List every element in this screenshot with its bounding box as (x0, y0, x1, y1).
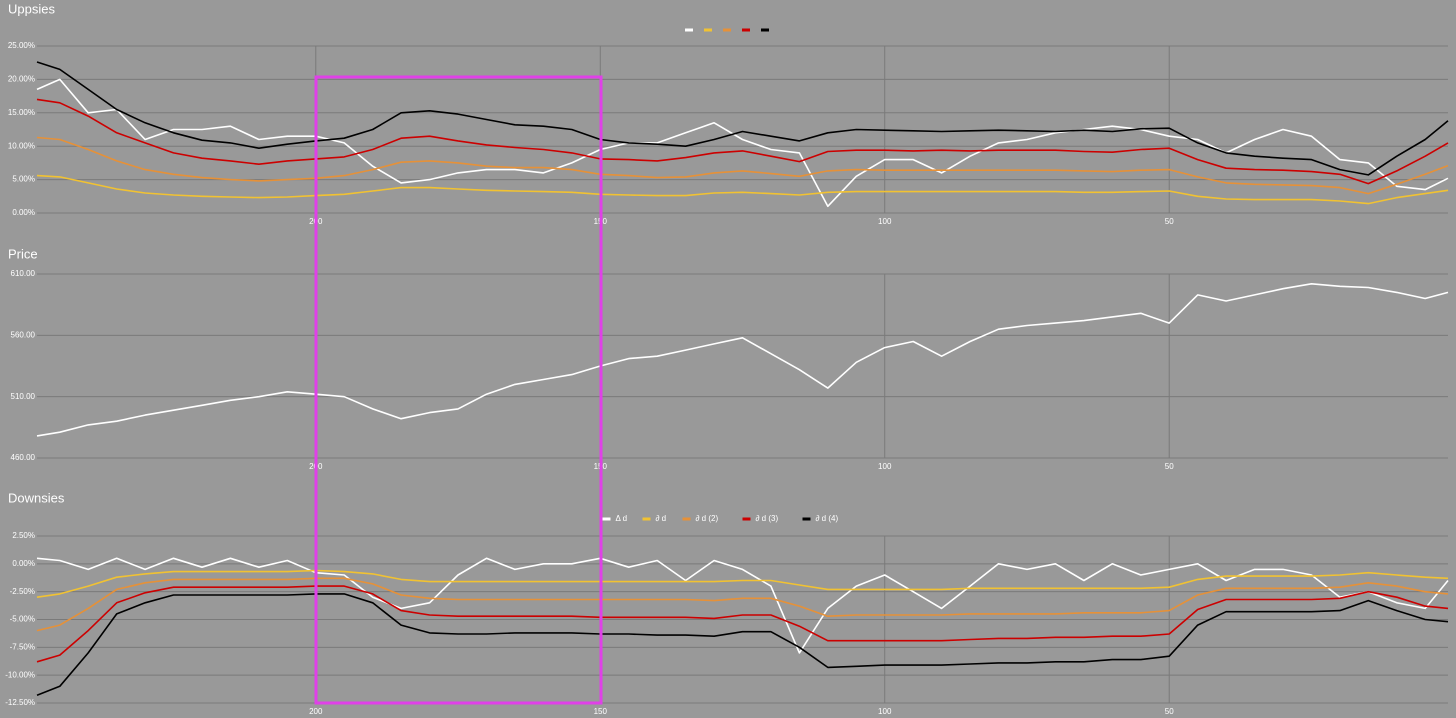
x-tick-label: 150 (594, 707, 608, 716)
y-tick-label: 510.00 (11, 392, 36, 401)
x-tick-label: 100 (878, 707, 892, 716)
legend-swatch (685, 28, 693, 32)
x-tick-label: 100 (878, 462, 892, 471)
series-line (36, 61, 1449, 176)
series-line (36, 577, 1449, 632)
x-tick-label: 50 (1165, 707, 1174, 716)
x-tick-label: 50 (1165, 462, 1174, 471)
series-line (36, 593, 1449, 696)
legend-swatch (742, 28, 750, 32)
y-tick-label: 10.00% (8, 141, 35, 150)
y-tick-label: 560.00 (11, 330, 36, 339)
legend-label: ∂ d (3) (756, 514, 779, 523)
series-line (36, 569, 1449, 598)
y-tick-label: -7.50% (10, 642, 35, 651)
y-tick-label: -5.00% (10, 615, 35, 624)
y-tick-label: 0.00% (12, 559, 35, 568)
y-tick-label: 2.50% (12, 531, 35, 540)
chart-title: Price (8, 246, 38, 261)
legend-label: ∂ d (2) (696, 514, 719, 523)
x-tick-label: 100 (878, 217, 892, 226)
legend-swatch (761, 28, 769, 32)
series-line (36, 174, 1449, 205)
y-tick-label: 610.00 (11, 269, 36, 278)
legend-swatch (682, 517, 691, 521)
legend-swatch (742, 517, 751, 521)
y-tick-label: 5.00% (12, 175, 35, 184)
series-line (36, 585, 1449, 663)
series-line (36, 78, 1449, 208)
chart-panel: Uppsies 0.00% 5.00% 10.00% 15.00% 20.00% 25.00… (8, 1, 1449, 226)
legend-swatch (704, 28, 712, 32)
y-tick-label: 25.00% (8, 41, 35, 50)
series-line (36, 557, 1449, 654)
y-tick-label: 15.00% (8, 108, 35, 117)
series-line (36, 98, 1449, 185)
y-tick-label: 20.00% (8, 75, 35, 84)
series-line (36, 283, 1449, 437)
y-tick-label: -10.00% (5, 670, 35, 679)
legend-swatch (642, 517, 651, 521)
highlight-box (314, 75, 603, 705)
y-tick-label: -2.50% (10, 587, 35, 596)
legend-label: ∂ d (4) (816, 514, 839, 523)
charts: Uppsies 0.00% 5.00% 10.00% 15.00% 20.00% 25.00… (5, 1, 1449, 716)
x-tick-label: 200 (309, 707, 323, 716)
series-line (36, 136, 1449, 195)
legend-label: Δ d (616, 514, 628, 523)
y-tick-label: 460.00 (11, 453, 36, 462)
chart-title: Downsies (8, 490, 65, 505)
legend-label: ∂ d (656, 514, 667, 523)
legend-swatch (723, 28, 731, 32)
y-tick-label: 0.00% (12, 208, 35, 217)
y-tick-label: -12.50% (5, 698, 35, 707)
x-tick-label: 50 (1165, 217, 1174, 226)
chart-title: Uppsies (8, 1, 55, 16)
legend-swatch (802, 517, 811, 521)
legend-swatch (602, 517, 611, 521)
chart-panel: Downsies -12.50% -10.00% -7.50% -5.00% -2.50%… (5, 490, 1449, 716)
